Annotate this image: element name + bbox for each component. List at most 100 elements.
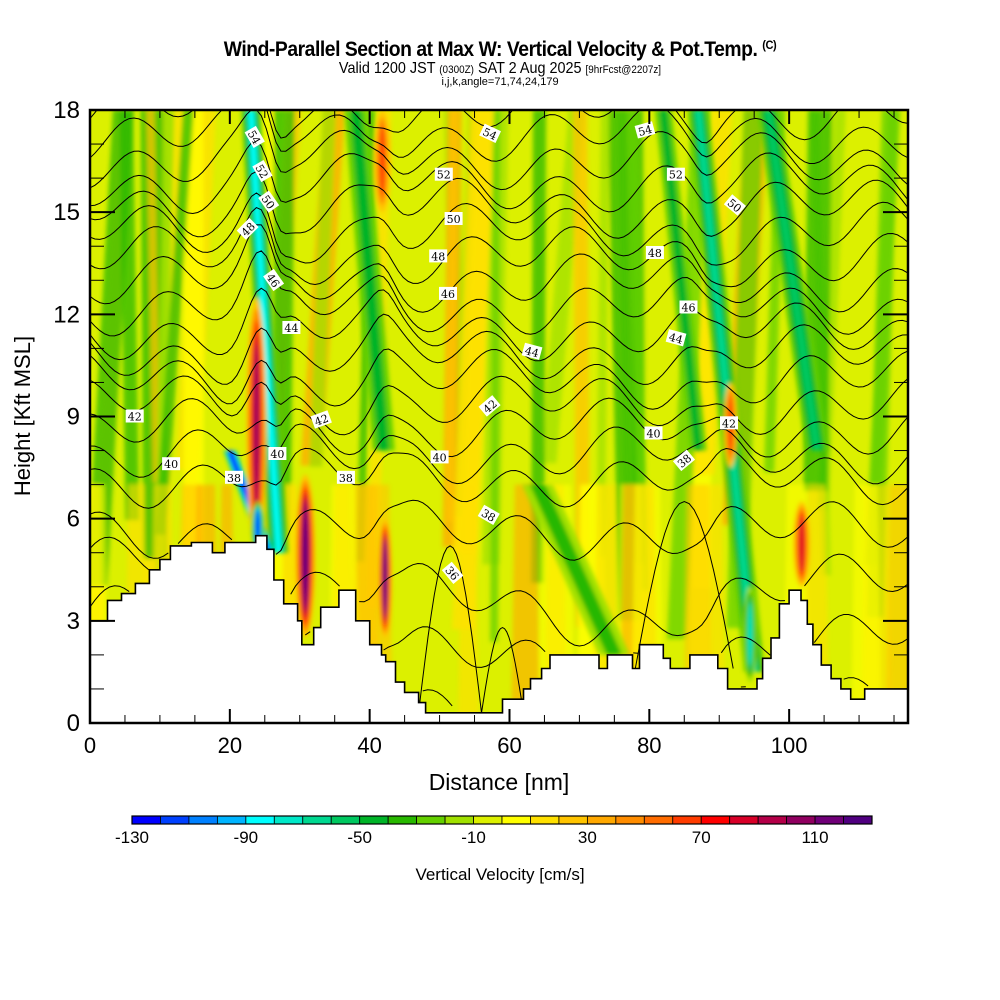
- colorbar-bin: [473, 815, 503, 825]
- contour-label-bg: [723, 194, 746, 216]
- contour-label: 50: [444, 212, 463, 226]
- colorbar-frame: [131, 815, 873, 825]
- field-features: [223, 110, 829, 683]
- contour-label: 44: [665, 329, 687, 347]
- theta-contour-line: [813, 614, 908, 645]
- contour-label: 54: [634, 121, 656, 139]
- contour-label-bg: [125, 409, 144, 423]
- contour-label-text: 52: [669, 169, 683, 182]
- x-tick-label: 80: [637, 733, 661, 758]
- contour-label-bg: [162, 457, 181, 471]
- contour-label-text: 40: [270, 448, 284, 461]
- theta-contour-line: [90, 250, 908, 337]
- contour-label-bg: [336, 470, 355, 484]
- colorbar-bin: [501, 815, 531, 825]
- contour-label-bg: [666, 167, 685, 181]
- valid-utc: (0300Z): [439, 64, 474, 76]
- colorbar-bin: [700, 815, 731, 825]
- contour-label: 46: [679, 300, 698, 315]
- velocity-core: [303, 505, 308, 608]
- y-tick-label: 6: [67, 506, 80, 533]
- colorbar-tick-label: 110: [802, 828, 829, 847]
- contour-label-bg: [672, 449, 696, 472]
- theta-contour-line: [418, 545, 482, 713]
- x-tick-label: 0: [84, 733, 96, 758]
- x-tick-label: 100: [771, 733, 808, 758]
- contour-label-text: 48: [648, 247, 662, 260]
- contour-label: 46: [439, 286, 457, 301]
- contour-label-text: 44: [523, 344, 540, 360]
- colorbar-bin: [530, 815, 560, 825]
- contour-label-text: 40: [647, 428, 661, 441]
- theta-contour-line: [90, 585, 130, 608]
- colorbar-bin: [330, 815, 361, 825]
- velocity-core: [799, 516, 804, 573]
- contour-label-text: 44: [284, 322, 298, 335]
- theta-contour-line: [720, 636, 771, 656]
- theta-contour-line: [843, 677, 869, 687]
- theta-contour-line: [90, 287, 908, 362]
- contour-label-bg: [645, 246, 664, 259]
- contour-label-bg: [439, 286, 457, 300]
- contour-label-bg: [720, 416, 738, 430]
- theta-contour-line: [90, 192, 908, 266]
- theta-contour-line: [90, 110, 908, 164]
- theta-contour-line: [90, 397, 908, 458]
- copyright-mark: (C): [762, 38, 777, 52]
- colorbar-bin: [387, 815, 418, 825]
- colorbar-bin: [786, 815, 816, 825]
- y-tick-label: 12: [53, 301, 80, 328]
- velocity-band: [309, 110, 336, 467]
- title-main: Wind-Parallel Section at Max W: Vertical…: [223, 38, 758, 61]
- colorbar-bin: [160, 815, 190, 825]
- colorbar: -130 -90 -50 -10 30 70 110: [115, 815, 873, 847]
- chart-title: Wind-Parallel Section at Max W: Vertical…: [40, 38, 960, 62]
- contour-label: 38: [225, 470, 243, 485]
- colorbar-bin: [245, 815, 275, 825]
- colorbar-bin: [586, 815, 617, 825]
- velocity-band: [851, 484, 882, 723]
- theta-contour-line: [177, 523, 233, 544]
- velocity-band: [886, 484, 908, 723]
- contour-label: 52: [666, 167, 685, 182]
- theta-contour-line: [90, 224, 908, 313]
- velocity-channel: [659, 110, 703, 451]
- velocity-band: [146, 110, 161, 483]
- contour-label-bg: [258, 190, 280, 213]
- contour-label-bg: [665, 329, 687, 347]
- contour-label-bg: [310, 410, 332, 429]
- velocity-band: [596, 110, 610, 558]
- contour-label-bg: [634, 121, 656, 139]
- contour-label-bg: [225, 470, 243, 484]
- contour-label: 54: [244, 125, 265, 148]
- colorbar-tick-label: -130: [115, 828, 149, 847]
- contour-label-bg: [268, 447, 287, 460]
- contour-label-text: 38: [227, 472, 241, 485]
- contour-label: 40: [430, 450, 449, 464]
- colorbar-bin: [672, 815, 702, 825]
- x-tick-label: 20: [218, 733, 242, 758]
- velocity-core: [383, 541, 388, 616]
- colorbar-bin: [131, 815, 161, 825]
- velocity-band: [458, 484, 479, 723]
- colorbar-tick-label: 70: [692, 828, 711, 847]
- contour-label-bg: [521, 342, 543, 360]
- contour-label: 42: [125, 409, 144, 424]
- velocity-band: [452, 110, 495, 554]
- theta-contour-line: [90, 313, 908, 385]
- contour-label: 48: [645, 246, 664, 260]
- colorbar-bin: [843, 815, 873, 825]
- contour-label: 54: [479, 123, 502, 143]
- contour-label-text: 38: [479, 507, 498, 525]
- contour-label-bg: [644, 426, 663, 440]
- contour-label-bg: [434, 167, 453, 181]
- theta-contour-line: [90, 511, 169, 559]
- theta-contour-line: [90, 375, 908, 436]
- theta-contour-line: [422, 689, 453, 707]
- contour-label-bg: [477, 504, 500, 525]
- velocity-channel: [248, 110, 282, 553]
- theta-contour-line: [634, 501, 734, 669]
- contour-label-text: 54: [245, 128, 263, 147]
